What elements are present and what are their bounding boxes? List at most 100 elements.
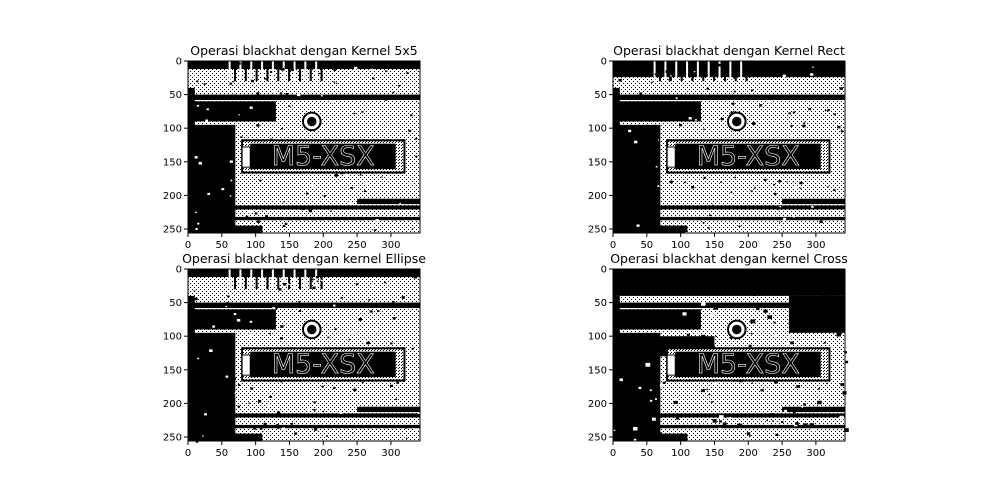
texture-speckle bbox=[256, 124, 260, 127]
texture-speckle bbox=[249, 333, 254, 337]
texture-speckle bbox=[308, 209, 313, 213]
texture-speckle bbox=[839, 87, 843, 90]
texture-speckle bbox=[230, 179, 233, 182]
emblem-core bbox=[307, 324, 317, 335]
texture-speckle bbox=[801, 406, 804, 408]
y-tick-label: 100 bbox=[163, 124, 182, 135]
texture-speckle bbox=[706, 87, 709, 90]
grille-stripe bbox=[255, 61, 258, 82]
x-tick-label: 200 bbox=[314, 448, 333, 459]
texture-speckle bbox=[701, 302, 706, 306]
texture-speckle bbox=[384, 97, 388, 101]
texture-speckle bbox=[615, 317, 620, 321]
texture-speckle bbox=[286, 288, 289, 291]
texture-speckle bbox=[756, 307, 760, 311]
texture-speckle bbox=[783, 217, 787, 221]
texture-speckle bbox=[286, 342, 289, 344]
texture-speckle bbox=[272, 306, 275, 309]
texture-speckle bbox=[620, 159, 624, 162]
grille-stripe bbox=[675, 61, 678, 82]
subplot-title: Operasi blackhat dengan Kernel 5x5 bbox=[190, 43, 417, 58]
texture-speckle bbox=[265, 215, 269, 218]
texture-speckle bbox=[266, 305, 270, 308]
dark-region bbox=[188, 433, 263, 441]
texture-speckle bbox=[837, 125, 841, 129]
texture-speckle bbox=[709, 214, 712, 217]
dark-region bbox=[357, 198, 420, 205]
texture-speckle bbox=[673, 400, 678, 405]
texture-speckle bbox=[248, 402, 251, 404]
texture-speckle bbox=[719, 420, 722, 423]
texture-speckle bbox=[842, 391, 847, 395]
texture-speckle bbox=[839, 415, 844, 420]
texture-speckle bbox=[196, 80, 199, 83]
texture-speckle bbox=[801, 200, 804, 202]
texture-speckle bbox=[809, 423, 815, 427]
plate-country-strip bbox=[666, 354, 676, 376]
texture-speckle bbox=[216, 303, 219, 306]
grille-stripe bbox=[277, 269, 280, 290]
x-tick-label: 100 bbox=[246, 240, 265, 251]
texture-speckle bbox=[313, 224, 316, 227]
dark-region bbox=[613, 302, 845, 308]
texture-speckle bbox=[660, 432, 662, 434]
texture-speckle bbox=[793, 423, 798, 427]
texture-speckle bbox=[796, 384, 800, 388]
texture-speckle bbox=[250, 79, 255, 83]
texture-speckle bbox=[685, 436, 688, 439]
texture-speckle bbox=[818, 92, 820, 94]
texture-speckle bbox=[759, 104, 763, 107]
texture-speckle bbox=[408, 309, 411, 311]
texture-speckle bbox=[633, 95, 637, 99]
texture-speckle bbox=[294, 432, 298, 435]
texture-speckle bbox=[413, 275, 417, 279]
texture-speckle bbox=[250, 387, 254, 390]
y-tick-label: 250 bbox=[588, 224, 607, 235]
texture-speckle bbox=[362, 315, 365, 318]
texture-speckle bbox=[324, 384, 328, 388]
texture-speckle bbox=[234, 392, 237, 394]
texture-speckle bbox=[349, 201, 353, 204]
texture-speckle bbox=[779, 205, 782, 208]
y-tick-label: 50 bbox=[594, 90, 607, 101]
texture-speckle bbox=[212, 185, 215, 187]
texture-speckle bbox=[416, 119, 419, 121]
texture-speckle bbox=[276, 411, 281, 414]
texture-speckle bbox=[713, 306, 719, 310]
texture-speckle bbox=[803, 122, 806, 124]
subplot-3: Operasi blackhat dengan kernel Ellipse M… bbox=[163, 251, 426, 459]
texture-speckle bbox=[196, 76, 199, 79]
x-tick-label: 250 bbox=[348, 240, 367, 251]
texture-speckle bbox=[285, 92, 289, 96]
texture-speckle bbox=[259, 427, 263, 430]
texture-speckle bbox=[254, 212, 258, 215]
texture-speckle bbox=[812, 66, 814, 68]
texture-speckle bbox=[654, 398, 658, 400]
plate-text: M5-XSX bbox=[272, 141, 375, 172]
dark-region bbox=[782, 198, 845, 205]
texture-speckle bbox=[749, 71, 753, 75]
texture-speckle bbox=[838, 223, 841, 226]
x-tick-label: 250 bbox=[773, 240, 792, 251]
dark-region bbox=[188, 309, 276, 330]
grille-stripe bbox=[293, 61, 296, 82]
texture-speckle bbox=[287, 283, 290, 285]
texture-speckle bbox=[194, 297, 198, 301]
grille-stripe bbox=[233, 61, 237, 82]
texture-speckle bbox=[778, 226, 782, 229]
texture-speckle bbox=[844, 351, 848, 354]
dark-region bbox=[782, 406, 845, 413]
dark-region bbox=[613, 205, 845, 210]
texture-speckle bbox=[745, 436, 750, 440]
texture-speckle bbox=[730, 191, 733, 194]
plate-text: M5-XSX bbox=[697, 141, 800, 172]
texture-speckle bbox=[266, 404, 271, 407]
texture-speckle bbox=[782, 304, 785, 307]
texture-speckle bbox=[202, 435, 204, 437]
grille-stripe bbox=[250, 61, 253, 82]
texture-speckle bbox=[756, 79, 759, 82]
texture-speckle bbox=[248, 211, 252, 214]
texture-speckle bbox=[666, 205, 670, 209]
texture-speckle bbox=[700, 388, 705, 393]
